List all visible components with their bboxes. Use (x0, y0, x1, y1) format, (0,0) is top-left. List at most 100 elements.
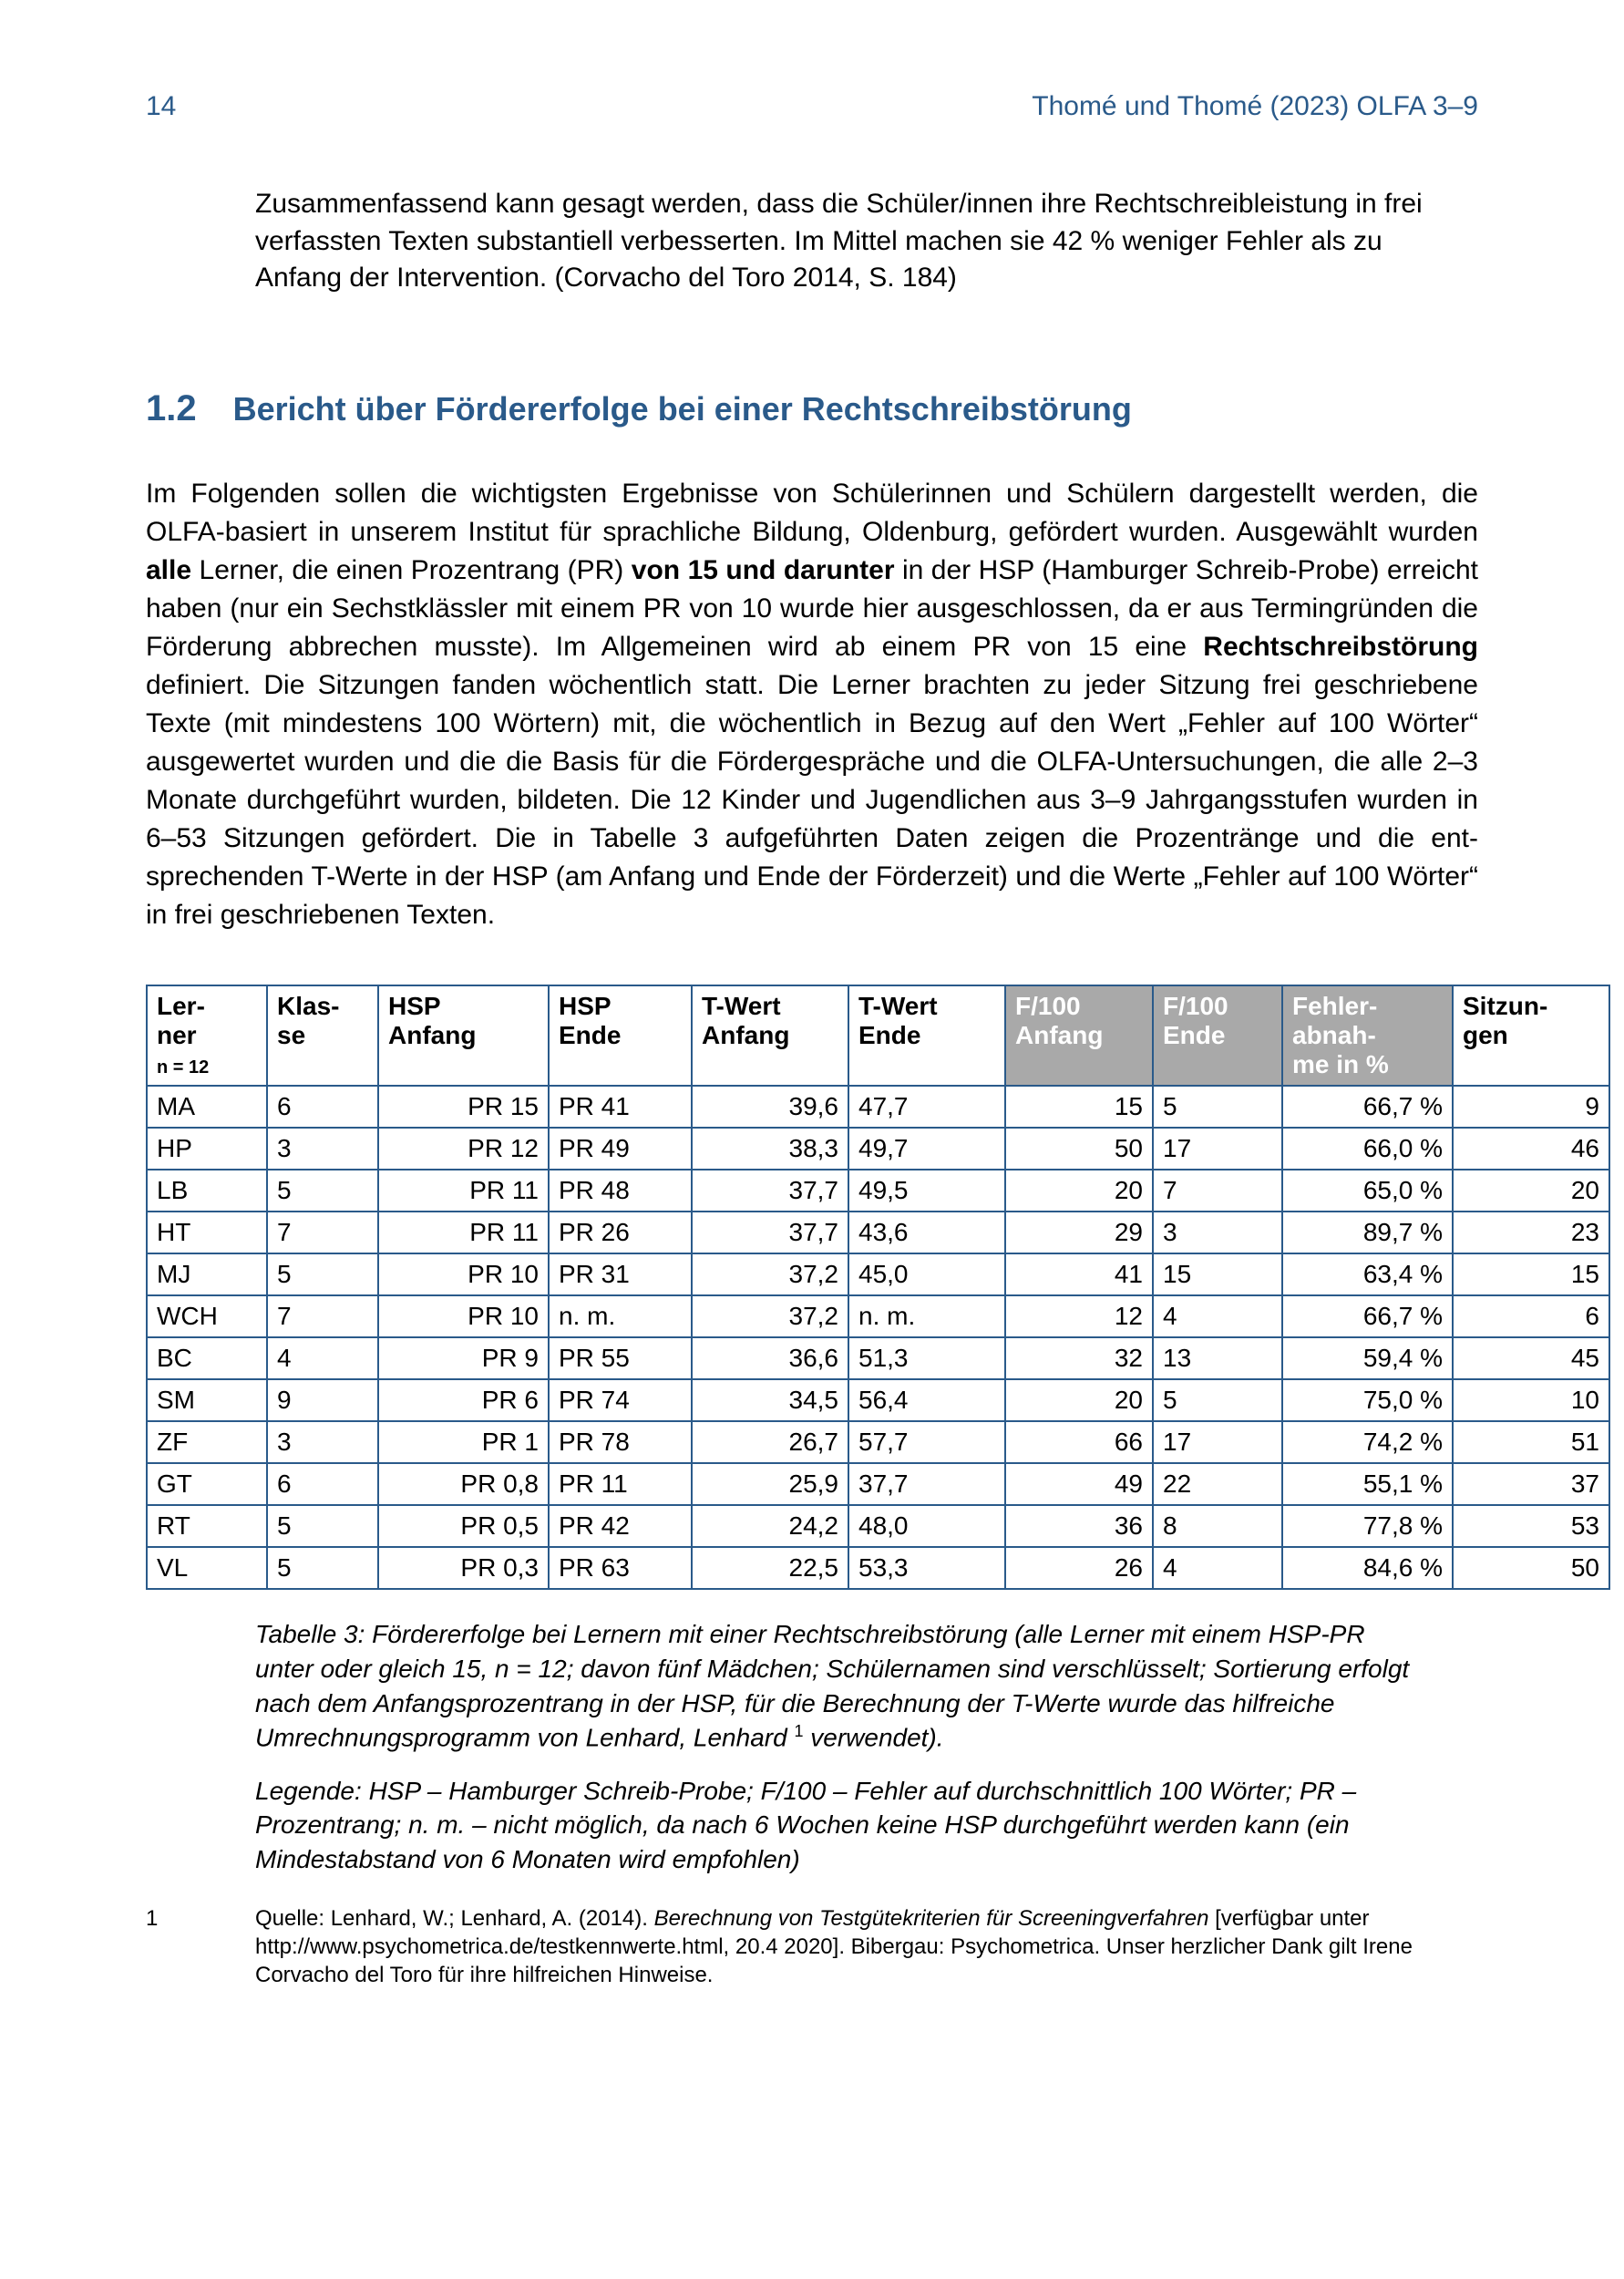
table-cell: 46 (1453, 1128, 1609, 1170)
table-cell: 37,7 (848, 1463, 1005, 1505)
table-cell: 43,6 (848, 1212, 1005, 1253)
table-row: ZF3PR 1PR 7826,757,7661774,2 %51 (147, 1421, 1609, 1463)
table-cell: 49,5 (848, 1170, 1005, 1212)
table-cell: PR 55 (549, 1337, 692, 1379)
caption-footnote-ref: 1 (794, 1722, 803, 1740)
table-cell: PR 74 (549, 1379, 692, 1421)
table-cell: 41 (1005, 1253, 1153, 1295)
section-title: Bericht über Fördererfolge bei einer Rec… (233, 390, 1132, 428)
footnote: 1 Quelle: Lenhard, W.; Lenhard, A. (2014… (146, 1904, 1478, 1990)
table-cell: 51,3 (848, 1337, 1005, 1379)
table-cell: 20 (1005, 1379, 1153, 1421)
table-cell: 49 (1005, 1463, 1153, 1505)
table-cell: 15 (1453, 1253, 1609, 1295)
table-row: MA6PR 15PR 4139,647,715566,7 %9 (147, 1086, 1609, 1128)
running-head-text: Thomé und Thomé (2023) OLFA 3–9 (1032, 91, 1478, 122)
table-cell: 45 (1453, 1337, 1609, 1379)
table-col-header: Sitzun-gen (1453, 985, 1609, 1087)
table-cell: 13 (1153, 1337, 1282, 1379)
table-cell: 4 (1153, 1295, 1282, 1337)
table-cell: PR 1 (378, 1421, 549, 1463)
table-cell: RT (147, 1505, 267, 1547)
table-cell: 6 (1453, 1295, 1609, 1337)
table-cell: 7 (1153, 1170, 1282, 1212)
table-cell: 9 (267, 1379, 378, 1421)
table-cell: 15 (1153, 1253, 1282, 1295)
table-cell: 22 (1153, 1463, 1282, 1505)
table-cell: 39,6 (692, 1086, 848, 1128)
table-cell: PR 15 (378, 1086, 549, 1128)
table-cell: 20 (1453, 1170, 1609, 1212)
body-bold-2: von 15 und darunter (632, 555, 895, 585)
table-cell: 49,7 (848, 1128, 1005, 1170)
table-body: MA6PR 15PR 4139,647,715566,7 %9HP3PR 12P… (147, 1086, 1609, 1589)
table-col-header: T-WertEnde (848, 985, 1005, 1087)
running-header: 14 Thomé und Thomé (2023) OLFA 3–9 (146, 91, 1478, 122)
body-paragraph: Im Folgenden sollen die wichtigsten Erge… (146, 475, 1478, 934)
body-bold-1: alle (146, 555, 191, 585)
table-cell: PR 0,3 (378, 1547, 549, 1589)
table-cell: 50 (1453, 1547, 1609, 1589)
body-text-d: definiert. Die Sitzungen fanden wöchentl… (146, 670, 1478, 930)
section-number: 1.2 (146, 388, 197, 429)
table-cell: 50 (1005, 1128, 1153, 1170)
results-table: Ler-nern = 12Klas-seHSPAnfangHSPEndeT-We… (146, 985, 1610, 1591)
table-cell: 84,6 % (1282, 1547, 1453, 1589)
table-col-header: Fehler-abnah-me in % (1282, 985, 1453, 1087)
table-cell: PR 12 (378, 1128, 549, 1170)
footnote-em: Berechnung von Testgütekriterien für Scr… (654, 1906, 1209, 1931)
table-cell: 12 (1005, 1295, 1153, 1337)
table-cell: 5 (1153, 1086, 1282, 1128)
table-cell: 56,4 (848, 1379, 1005, 1421)
table-row: GT6PR 0,8PR 1125,937,7492255,1 %37 (147, 1463, 1609, 1505)
table-row: SM9PR 6PR 7434,556,420575,0 %10 (147, 1379, 1609, 1421)
table-cell: 59,4 % (1282, 1337, 1453, 1379)
table-legend: Legende: HSP – Hamburger Schreib-Probe; … (255, 1774, 1424, 1877)
table-cell: 9 (1453, 1086, 1609, 1128)
page-number: 14 (146, 91, 176, 122)
table-cell: HP (147, 1128, 267, 1170)
table-row: HP3PR 12PR 4938,349,7501766,0 %46 (147, 1128, 1609, 1170)
body-bold-3: Rechtschreibstörung (1203, 632, 1478, 662)
table-cell: MJ (147, 1253, 267, 1295)
table-cell: 77,8 % (1282, 1505, 1453, 1547)
table-cell: PR 63 (549, 1547, 692, 1589)
table-cell: 7 (267, 1295, 378, 1337)
table-cell: 17 (1153, 1128, 1282, 1170)
table-cell: 37,2 (692, 1253, 848, 1295)
table-caption: Tabelle 3: Fördererfolge bei Lernern mit… (255, 1617, 1424, 1756)
summary-quote: Zusammenfassend kann gesagt werden, dass… (255, 186, 1424, 297)
table-head: Ler-nern = 12Klas-seHSPAnfangHSPEndeT-We… (147, 985, 1609, 1087)
table-cell: 34,5 (692, 1379, 848, 1421)
table-cell: VL (147, 1547, 267, 1589)
table-cell: 17 (1153, 1421, 1282, 1463)
table-cell: 55,1 % (1282, 1463, 1453, 1505)
table-cell: GT (147, 1463, 267, 1505)
table-cell: 37,2 (692, 1295, 848, 1337)
table-cell: 51 (1453, 1421, 1609, 1463)
table-cell: 4 (267, 1337, 378, 1379)
table-cell: 66,0 % (1282, 1128, 1453, 1170)
table-cell: PR 41 (549, 1086, 692, 1128)
table-cell: 75,0 % (1282, 1379, 1453, 1421)
table-cell: PR 11 (549, 1463, 692, 1505)
table-cell: 3 (267, 1128, 378, 1170)
table-cell: 66,7 % (1282, 1086, 1453, 1128)
table-cell: 5 (267, 1547, 378, 1589)
table-cell: 5 (267, 1253, 378, 1295)
table-cell: 8 (1153, 1505, 1282, 1547)
table-col-header: HSPEnde (549, 985, 692, 1087)
table-cell: 36,6 (692, 1337, 848, 1379)
table-row: LB5PR 11PR 4837,749,520765,0 %20 (147, 1170, 1609, 1212)
table-cell: PR 0,8 (378, 1463, 549, 1505)
page: 14 Thomé und Thomé (2023) OLFA 3–9 Zusam… (0, 0, 1624, 2279)
table-cell: 24,2 (692, 1505, 848, 1547)
table-cell: PR 42 (549, 1505, 692, 1547)
table-cell: 48,0 (848, 1505, 1005, 1547)
table-cell: 4 (1153, 1547, 1282, 1589)
caption-text-b: verwendet). (803, 1724, 943, 1752)
table-cell: PR 26 (549, 1212, 692, 1253)
section-heading: 1.2 Bericht über Fördererfolge bei einer… (146, 388, 1478, 429)
table-cell: 66,7 % (1282, 1295, 1453, 1337)
table-cell: 3 (1153, 1212, 1282, 1253)
